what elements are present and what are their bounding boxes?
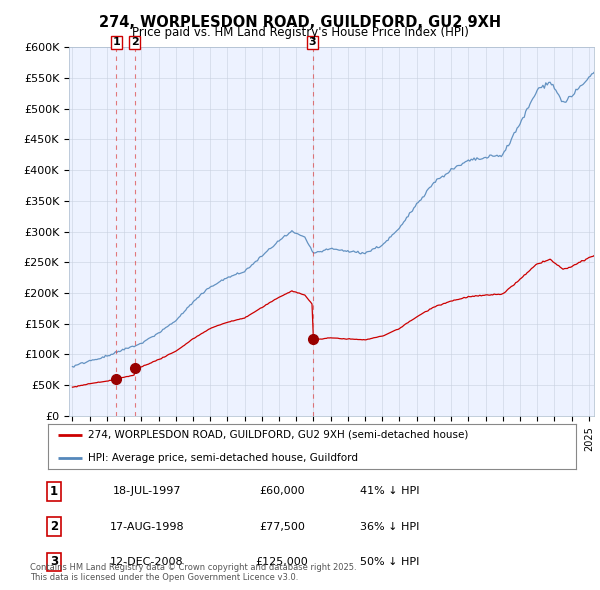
Text: Price paid vs. HM Land Registry's House Price Index (HPI): Price paid vs. HM Land Registry's House … xyxy=(131,26,469,39)
Text: 17-AUG-1998: 17-AUG-1998 xyxy=(110,522,184,532)
Text: 50% ↓ HPI: 50% ↓ HPI xyxy=(361,557,419,567)
Text: 274, WORPLESDON ROAD, GUILDFORD, GU2 9XH: 274, WORPLESDON ROAD, GUILDFORD, GU2 9XH xyxy=(99,15,501,30)
Text: Contains HM Land Registry data © Crown copyright and database right 2025.
This d: Contains HM Land Registry data © Crown c… xyxy=(30,563,356,582)
Text: 18-JUL-1997: 18-JUL-1997 xyxy=(113,486,181,496)
Text: 3: 3 xyxy=(309,37,316,47)
Text: 2: 2 xyxy=(50,520,58,533)
Text: 1: 1 xyxy=(50,484,58,498)
Text: HPI: Average price, semi-detached house, Guildford: HPI: Average price, semi-detached house,… xyxy=(88,453,358,463)
Text: £125,000: £125,000 xyxy=(256,557,308,567)
Text: 36% ↓ HPI: 36% ↓ HPI xyxy=(361,522,419,532)
Text: 274, WORPLESDON ROAD, GUILDFORD, GU2 9XH (semi-detached house): 274, WORPLESDON ROAD, GUILDFORD, GU2 9XH… xyxy=(88,430,468,440)
Text: 3: 3 xyxy=(50,555,58,569)
Text: 2: 2 xyxy=(131,37,139,47)
Text: £60,000: £60,000 xyxy=(259,486,305,496)
Text: 41% ↓ HPI: 41% ↓ HPI xyxy=(360,486,420,496)
Text: 1: 1 xyxy=(112,37,120,47)
Text: 12-DEC-2008: 12-DEC-2008 xyxy=(110,557,184,567)
Text: £77,500: £77,500 xyxy=(259,522,305,532)
